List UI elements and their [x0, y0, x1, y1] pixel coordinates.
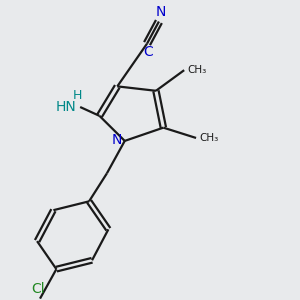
Text: C: C — [144, 45, 153, 59]
Text: H: H — [73, 89, 82, 102]
Text: CH₃: CH₃ — [199, 133, 218, 143]
Text: HN: HN — [56, 100, 76, 114]
Text: CH₃: CH₃ — [187, 65, 206, 75]
Text: N: N — [112, 133, 122, 147]
Text: Cl: Cl — [32, 282, 45, 296]
Text: N: N — [155, 4, 166, 19]
